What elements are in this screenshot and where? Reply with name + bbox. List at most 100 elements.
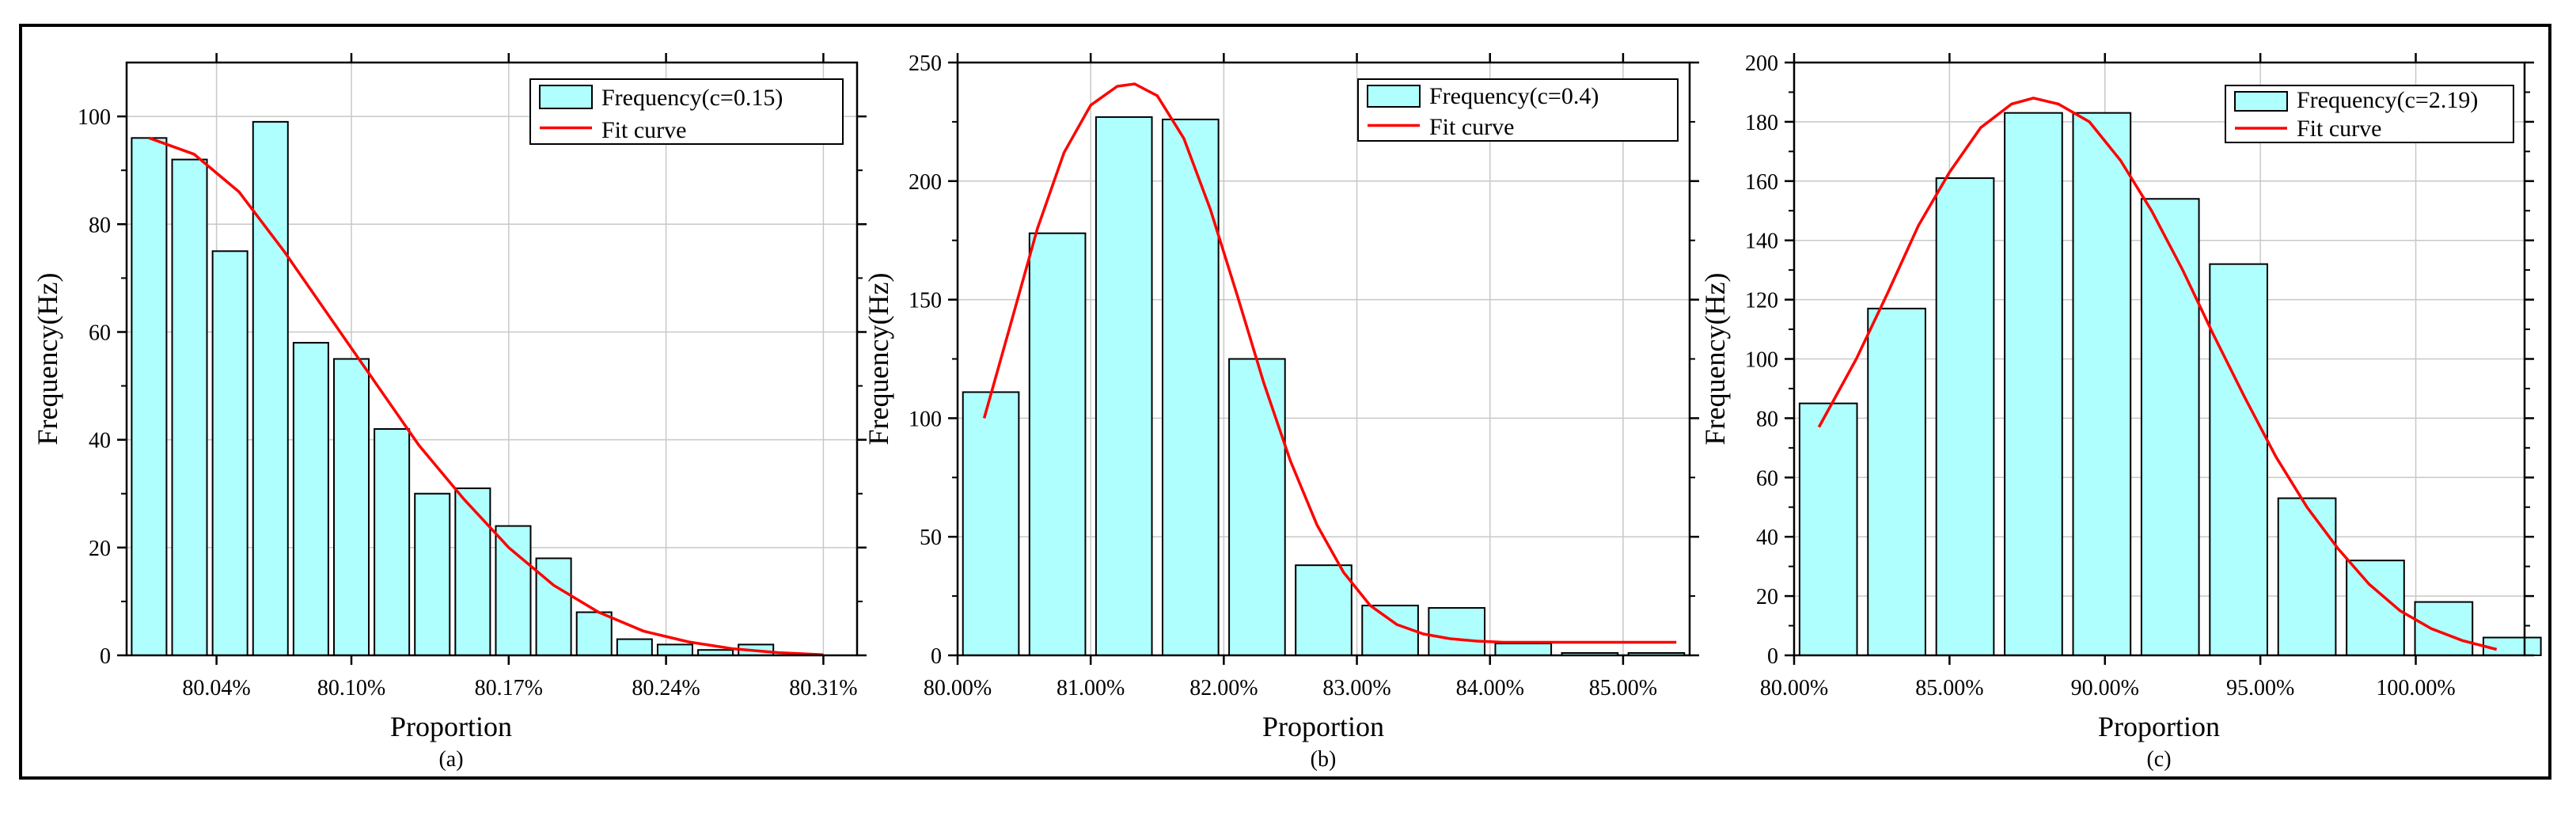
- x-tick-label: 100.00%: [2376, 676, 2455, 700]
- legend-bar-label: Frequency(c=0.15): [601, 85, 783, 111]
- legend-bar-label: Frequency(c=2.19): [2297, 87, 2478, 113]
- bar: [495, 525, 532, 657]
- bar: [2277, 497, 2337, 657]
- x-tick-label: 80.24%: [632, 676, 700, 700]
- fit-curve-line: [1817, 97, 2498, 651]
- bar: [616, 638, 653, 657]
- bar: [1095, 116, 1153, 656]
- y-tick-label: 160: [1745, 170, 1778, 195]
- x-tick-label: 80.17%: [475, 676, 543, 700]
- legend-bar-swatch: [1367, 85, 1421, 108]
- panel-label: (c): [2146, 747, 2171, 772]
- bar: [1361, 605, 1419, 656]
- y-axis-title: Frequency(Hz): [32, 273, 63, 446]
- y-tick-label: 100: [1745, 348, 1778, 373]
- bar: [1935, 177, 1995, 656]
- bar: [2004, 112, 2063, 657]
- y-tick-label: 120: [1745, 289, 1778, 313]
- x-tick-label: 80.10%: [317, 676, 385, 700]
- x-tick-label: 85.00%: [1589, 676, 1657, 700]
- y-tick-label: 40: [89, 429, 111, 454]
- legend: Frequency(c=2.19) Fit curve: [2225, 85, 2514, 143]
- y-tick-label: 60: [1756, 466, 1778, 491]
- x-axis-title: Proportion: [2098, 711, 2220, 742]
- x-axis-title: Proportion: [390, 711, 512, 742]
- legend-curve-label: Fit curve: [601, 117, 686, 143]
- bar: [1295, 564, 1352, 656]
- fit-curve-line: [982, 82, 1677, 644]
- chart-panel-b: 0 50 100 150 200 250 80.00% 81.00% 82.00% 83.00% 8…: [863, 51, 1699, 772]
- bar: [2414, 601, 2474, 657]
- y-tick-label: 0: [931, 644, 942, 669]
- y-tick-label: 20: [1756, 585, 1778, 609]
- x-tick-label: 95.00%: [2226, 676, 2294, 700]
- bar: [2209, 263, 2268, 656]
- bar: [1228, 358, 1286, 656]
- bar: [131, 137, 168, 656]
- bar: [535, 557, 572, 656]
- legend: Frequency(c=0.15) Fit curve: [529, 78, 844, 145]
- fit-curve-line: [148, 136, 824, 657]
- y-axis-title: Frequency(Hz): [863, 273, 894, 446]
- y-tick-label: 0: [1767, 644, 1778, 669]
- y-tick-label: 80: [89, 213, 111, 237]
- y-tick-label: 150: [909, 289, 942, 313]
- chart-panel-c: 0 20 40 60 80 100 120 140 160 180 200 80.00% 85.00% 9…: [1699, 51, 2542, 772]
- x-tick-label: 90.00%: [2071, 676, 2139, 700]
- y-tick-label: 80: [1756, 407, 1778, 431]
- bar: [2346, 560, 2405, 656]
- legend-curve-label: Fit curve: [1429, 114, 1514, 140]
- bar: [1028, 232, 1087, 657]
- y-tick-label: 40: [1756, 526, 1778, 550]
- y-tick-label: 200: [1745, 51, 1778, 76]
- x-tick-label: 80.00%: [924, 676, 992, 700]
- x-tick-label: 83.00%: [1322, 676, 1390, 700]
- bar: [292, 342, 329, 656]
- chart-panel-a: 0 20 40 60 80 100 80.04% 80.10% 80.17% 80.24% 80.3…: [32, 53, 867, 772]
- x-tick-label: 80.31%: [789, 676, 857, 700]
- bar: [414, 492, 451, 657]
- x-tick-label: 85.00%: [1915, 676, 1983, 700]
- y-tick-label: 100: [78, 105, 111, 130]
- bar: [374, 428, 411, 656]
- y-tick-label: 200: [909, 170, 942, 195]
- legend-bar-swatch: [2234, 91, 2288, 112]
- x-tick-label: 80.00%: [1760, 676, 1828, 700]
- y-tick-label: 100: [909, 407, 942, 431]
- y-tick-label: 140: [1745, 230, 1778, 254]
- y-tick-label: 20: [89, 537, 111, 561]
- panel-label: (b): [1311, 747, 1337, 772]
- bar: [252, 120, 289, 656]
- x-tick-label: 82.00%: [1189, 676, 1258, 700]
- y-tick-label: 60: [89, 321, 111, 345]
- bar: [1867, 307, 1926, 656]
- bar: [171, 158, 208, 656]
- y-tick-label: 180: [1745, 111, 1778, 135]
- panel-label: (a): [438, 747, 463, 772]
- legend: Frequency(c=0.4) Fit curve: [1357, 78, 1679, 142]
- bar: [656, 643, 693, 657]
- bar: [1494, 643, 1553, 657]
- bar: [2482, 636, 2542, 657]
- bar: [962, 391, 1020, 656]
- plot-area-border: [125, 61, 859, 657]
- bar: [1428, 607, 1486, 657]
- bar: [211, 250, 248, 656]
- bar: [575, 611, 613, 657]
- x-tick-label: 81.00%: [1057, 676, 1125, 700]
- legend-curve-label: Fit curve: [2297, 116, 2381, 142]
- y-tick-label: 50: [920, 526, 942, 550]
- y-tick-label: 250: [909, 51, 942, 76]
- x-axis-title: Proportion: [1262, 711, 1384, 742]
- legend-bar-swatch: [539, 85, 593, 109]
- y-axis-title: Frequency(Hz): [1699, 273, 1731, 446]
- x-tick-label: 84.00%: [1456, 676, 1524, 700]
- bar: [2072, 112, 2132, 657]
- y-tick-label: 0: [100, 644, 111, 669]
- bar: [2140, 198, 2200, 656]
- bar: [454, 487, 491, 656]
- bar: [1798, 402, 1858, 656]
- legend-bar-label: Frequency(c=0.4): [1429, 83, 1599, 109]
- x-tick-label: 80.04%: [182, 676, 250, 700]
